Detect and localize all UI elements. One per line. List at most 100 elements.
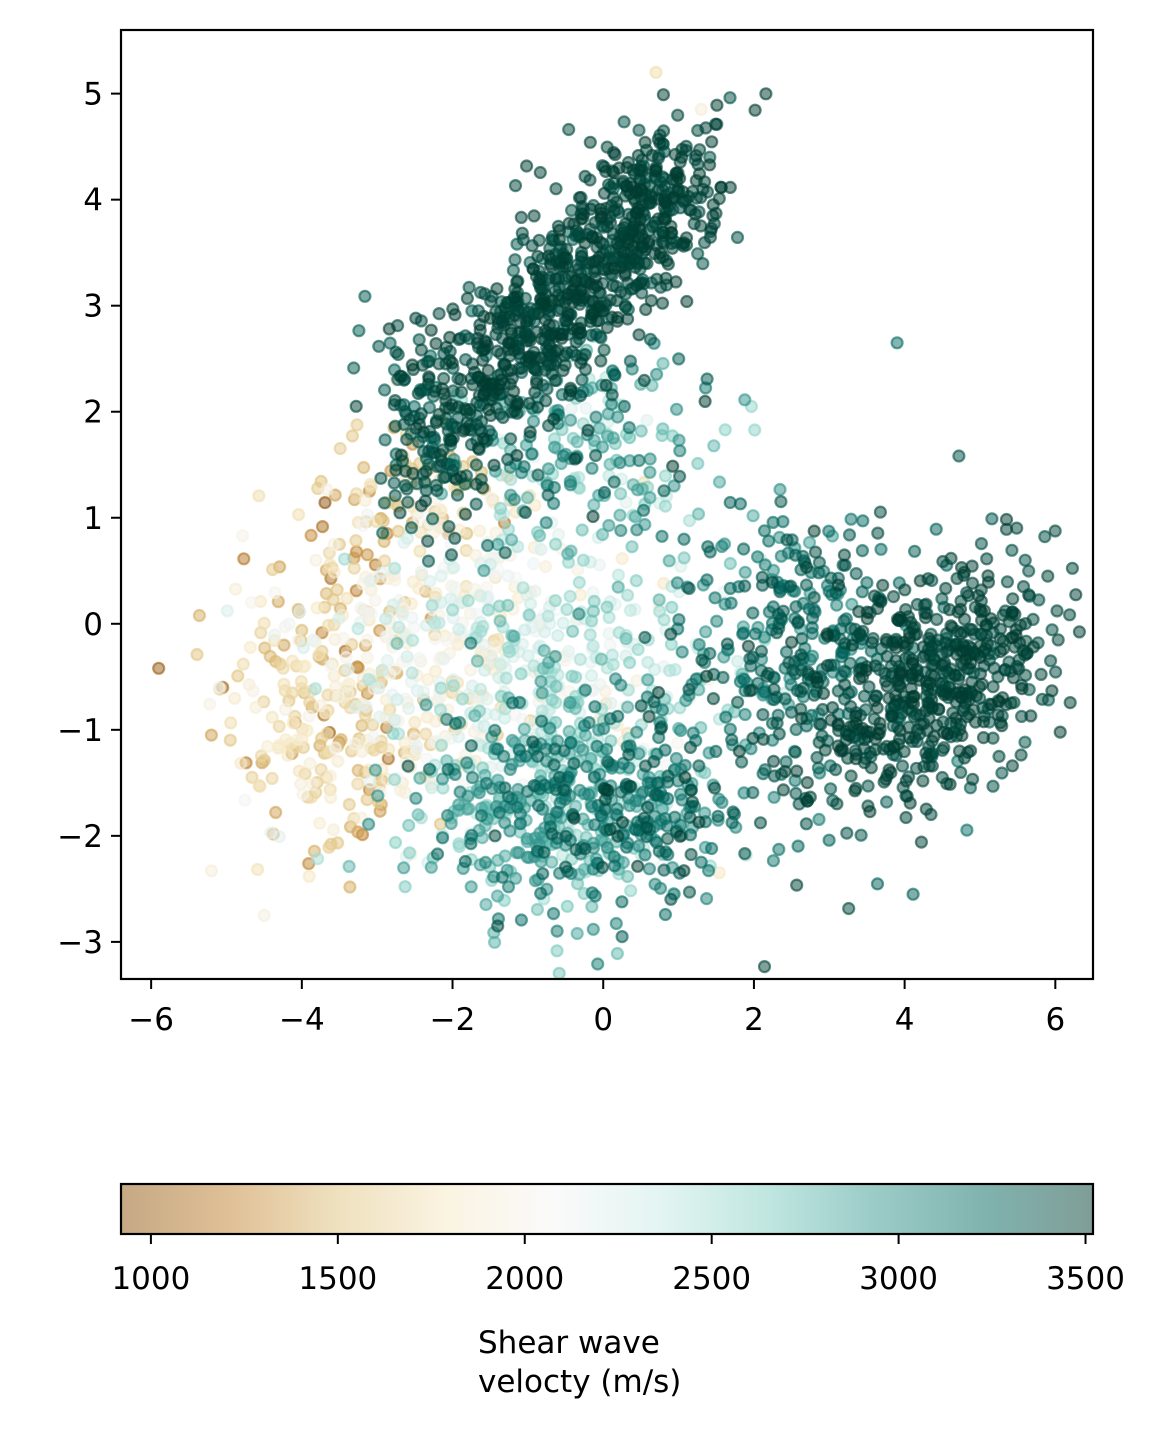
scatter-point bbox=[444, 548, 459, 562]
x-tick-label: 6 bbox=[1045, 1002, 1065, 1038]
scatter-point bbox=[831, 717, 845, 731]
scatter-point bbox=[723, 722, 737, 736]
scatter-point bbox=[501, 880, 516, 894]
scatter-point bbox=[536, 867, 550, 881]
plot-frame bbox=[119, 28, 1095, 981]
scatter-point bbox=[564, 402, 579, 416]
scatter-point bbox=[372, 339, 386, 353]
scatter-point bbox=[993, 644, 1008, 659]
scatter-point bbox=[594, 354, 608, 368]
colorbar-axis: 1000 1500 2000 2500 3000 3500 bbox=[111, 1234, 1125, 1297]
scatter-point bbox=[655, 296, 670, 310]
scatter-point bbox=[641, 655, 655, 669]
scatter-point bbox=[473, 323, 487, 337]
scatter-point bbox=[919, 597, 933, 611]
scatter-point bbox=[614, 678, 628, 692]
scatter-point bbox=[669, 402, 684, 416]
scatter-point bbox=[810, 750, 824, 765]
scatter-point bbox=[855, 543, 870, 558]
scatter-point bbox=[838, 678, 852, 692]
scatter-point bbox=[649, 65, 663, 80]
scatter-point bbox=[302, 709, 316, 723]
scatter-point bbox=[595, 860, 610, 875]
scatter-point bbox=[651, 685, 666, 700]
scatter-point bbox=[886, 589, 901, 604]
scatter-point bbox=[953, 602, 968, 616]
scatter-point bbox=[1026, 640, 1041, 654]
scatter-point bbox=[381, 629, 395, 643]
scatter-point bbox=[965, 576, 980, 590]
scatter-point bbox=[428, 664, 443, 678]
scatter-point bbox=[958, 683, 972, 697]
scatter-point bbox=[462, 280, 476, 294]
scatter-point bbox=[488, 568, 502, 582]
scatter-point bbox=[368, 593, 382, 608]
scatter-point bbox=[573, 588, 588, 602]
scatter-point bbox=[314, 699, 328, 713]
scatter-point bbox=[986, 779, 1000, 793]
scatter-point bbox=[652, 593, 666, 607]
scatter-point bbox=[606, 657, 620, 672]
scatter-point bbox=[974, 536, 989, 551]
scatter-point bbox=[425, 781, 439, 795]
scatter-point bbox=[974, 613, 989, 628]
scatter-point bbox=[640, 820, 654, 835]
scatter-point bbox=[611, 568, 626, 582]
y-tick-label: −2 bbox=[57, 819, 103, 855]
scatter-point bbox=[673, 829, 687, 843]
scatter-point bbox=[1072, 625, 1087, 639]
scatter-point bbox=[662, 554, 676, 568]
scatter-point bbox=[579, 401, 593, 415]
scatter-point bbox=[611, 580, 625, 594]
scatter-point bbox=[596, 304, 611, 318]
scatter-point bbox=[352, 324, 366, 338]
scatter-point bbox=[464, 836, 478, 851]
scatter-point bbox=[514, 667, 528, 681]
scatter-point bbox=[621, 232, 636, 246]
scatter-point bbox=[519, 159, 534, 173]
scatter-point bbox=[831, 578, 846, 592]
scatter-point bbox=[657, 613, 671, 627]
scatter-point bbox=[780, 533, 794, 547]
scatter-point bbox=[656, 88, 671, 102]
scatter-point bbox=[622, 421, 636, 435]
scatter-point bbox=[718, 423, 732, 437]
scatter-point bbox=[852, 671, 867, 686]
scatter-point bbox=[767, 790, 781, 804]
scatter-point bbox=[992, 749, 1006, 764]
scatter-point bbox=[636, 503, 651, 517]
scatter-point bbox=[597, 186, 612, 200]
scatter-point bbox=[711, 809, 725, 823]
scatter-point bbox=[534, 297, 549, 311]
scatter-point bbox=[453, 785, 467, 799]
scatter-point bbox=[922, 631, 936, 646]
scatter-point bbox=[425, 598, 439, 612]
scatter-point bbox=[382, 322, 396, 336]
scatter-point bbox=[879, 632, 894, 647]
scatter-point bbox=[419, 727, 433, 741]
scatter-point bbox=[799, 560, 814, 574]
scatter-point bbox=[389, 463, 403, 477]
scatter-point bbox=[871, 727, 885, 741]
scatter-point bbox=[570, 435, 584, 449]
scatter-point bbox=[694, 102, 708, 117]
scatter-point bbox=[537, 625, 552, 639]
scatter-point bbox=[436, 831, 450, 845]
scatter-point bbox=[414, 343, 428, 357]
scatter-point bbox=[268, 628, 282, 642]
scatter-point bbox=[548, 742, 562, 756]
scatter-point bbox=[995, 691, 1010, 705]
scatter-point bbox=[808, 545, 823, 559]
scatter-point bbox=[632, 453, 646, 468]
scatter-point bbox=[643, 332, 658, 346]
scatter-point bbox=[767, 682, 781, 696]
scatter-point bbox=[631, 859, 645, 873]
scatter-point bbox=[1035, 692, 1049, 706]
scatter-point bbox=[790, 764, 804, 778]
scatter-point bbox=[689, 149, 703, 163]
scatter-point bbox=[569, 843, 583, 857]
scatter-point bbox=[448, 531, 462, 545]
scatter-point bbox=[578, 169, 592, 183]
scatter-point bbox=[758, 763, 772, 777]
scatter-point bbox=[562, 216, 576, 230]
